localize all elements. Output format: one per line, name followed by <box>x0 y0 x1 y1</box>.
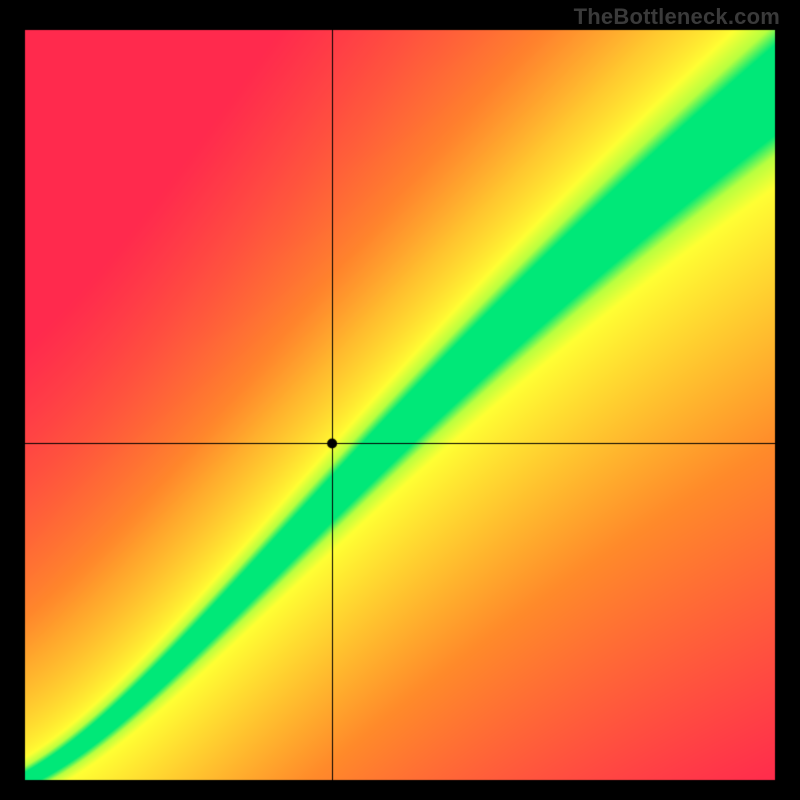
chart-container: TheBottleneck.com <box>0 0 800 800</box>
bottleneck-heatmap <box>0 0 800 800</box>
watermark-text: TheBottleneck.com <box>574 4 780 30</box>
